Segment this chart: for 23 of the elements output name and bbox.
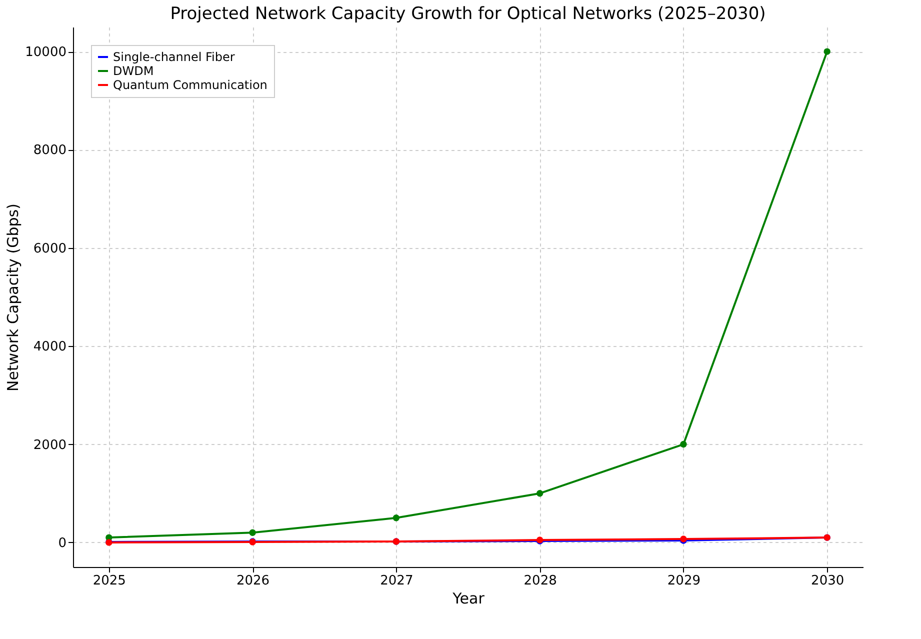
x-tick-label: 2028 bbox=[524, 574, 557, 588]
point bbox=[824, 48, 830, 55]
y-tick-label: 10000 bbox=[25, 45, 66, 60]
y-tick-label: 6000 bbox=[33, 241, 66, 256]
legend-label: DWDM bbox=[113, 64, 154, 78]
legend-label: Single-channel Fiber bbox=[113, 50, 235, 64]
x-tick-label: 2029 bbox=[667, 574, 700, 588]
point bbox=[536, 490, 544, 497]
x-tick-label: 2030 bbox=[811, 574, 844, 588]
y-tick-label: 0 bbox=[58, 536, 66, 551]
y-tick-label: 4000 bbox=[33, 340, 66, 355]
x-axis-title: Year bbox=[452, 590, 486, 608]
y-tick-label: 8000 bbox=[33, 143, 66, 158]
point bbox=[249, 529, 256, 536]
x-tick-label: 2027 bbox=[380, 574, 414, 588]
point bbox=[392, 514, 400, 522]
y-tick-label: 2000 bbox=[33, 438, 66, 453]
legend-label: Quantum Communication bbox=[113, 78, 268, 92]
point bbox=[680, 440, 687, 448]
x-tick-label: 2025 bbox=[92, 574, 126, 588]
x-tick-label: 2026 bbox=[236, 574, 270, 588]
chart-title: Projected Network Capacity Growth for Optical Networks (2025–2030) bbox=[170, 4, 766, 24]
y-axis-title: Network Capacity (Gbps) bbox=[4, 204, 22, 392]
